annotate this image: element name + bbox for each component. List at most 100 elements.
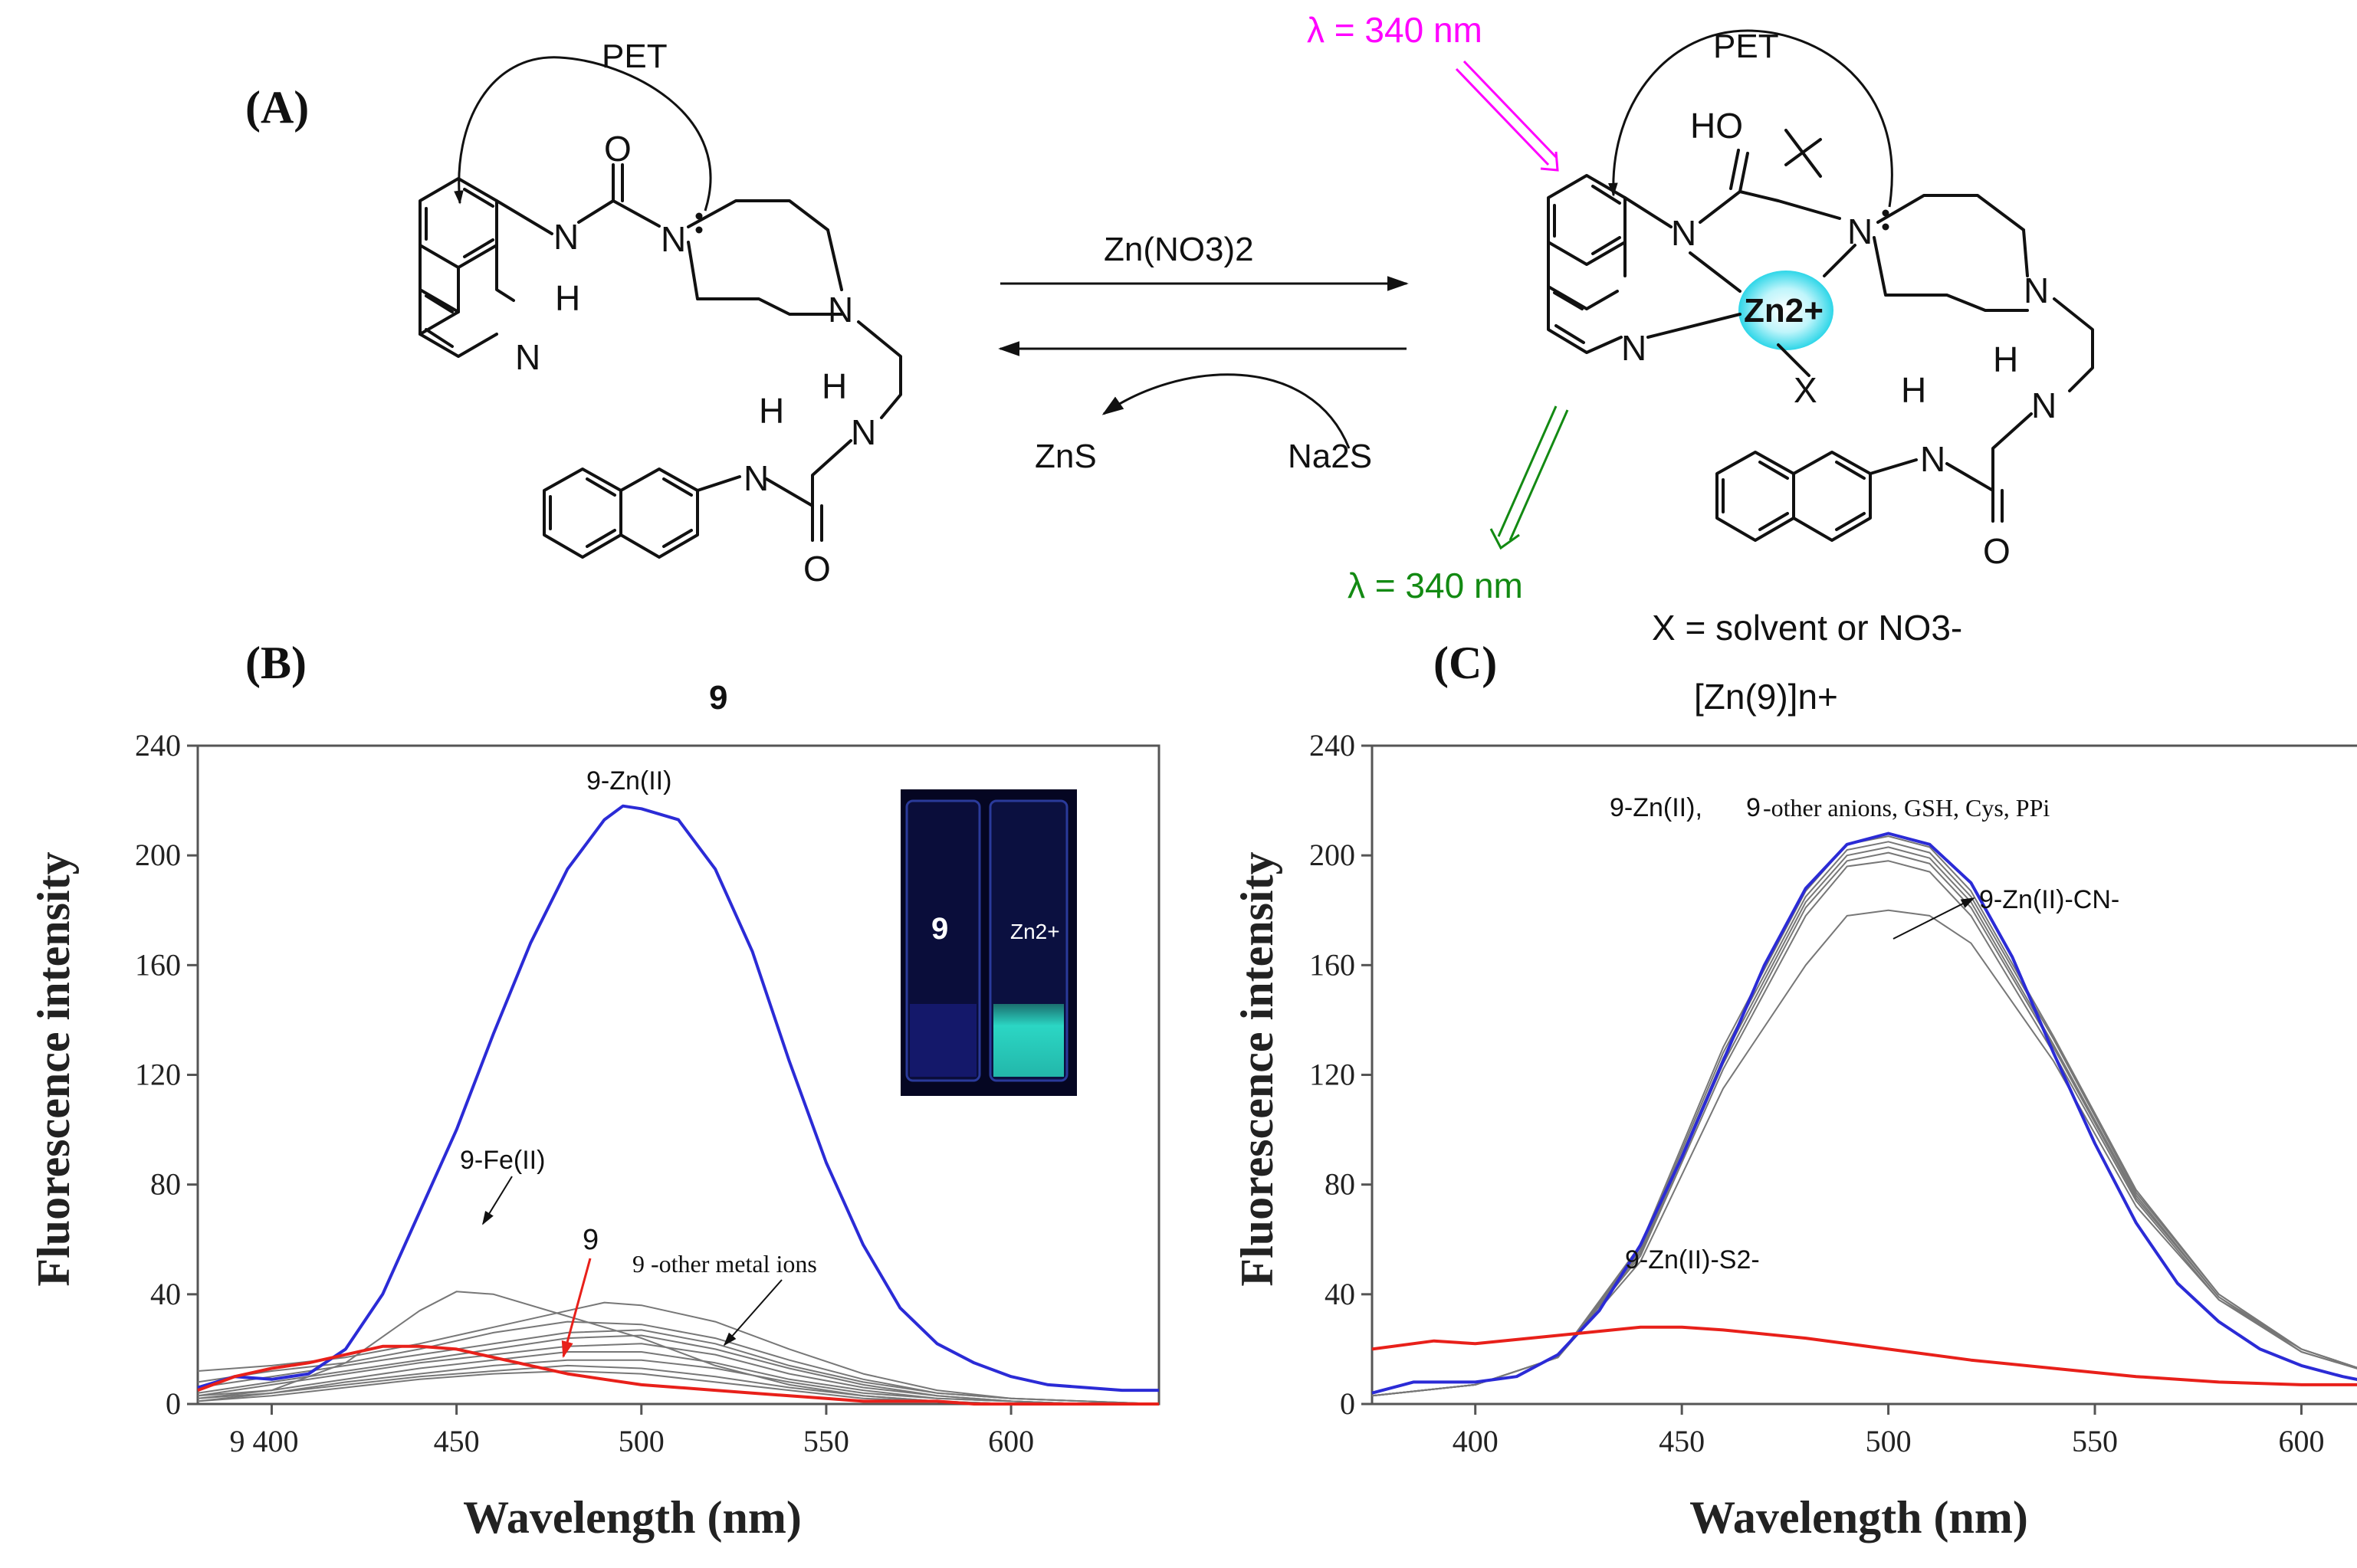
- c8-n-bond: [495, 199, 553, 235]
- chart-c-xlabel: Wavelength (nm): [1689, 1492, 2028, 1543]
- series-line-other-1: [197, 1301, 1160, 1405]
- chart-c: (C) 0 40 80 120 160 200 240 400 450 500 550 600 Wav…: [1232, 638, 2357, 1543]
- glycine-ch2: [811, 439, 852, 507]
- reagent-forward: Zn(NO3)2: [1104, 231, 1254, 268]
- complex-quinoline-n: N: [1621, 328, 1646, 368]
- chart-b-fe-arrow: [482, 1176, 513, 1225]
- y-tick-label: 160: [135, 947, 181, 982]
- chart-b-annot-zn: 9-Zn(II): [586, 766, 671, 795]
- complex-amide-n: N: [1671, 213, 1696, 253]
- chart-c-annot-zn: 9-Zn(II),: [1610, 793, 1702, 822]
- x-tick-label: 550: [2072, 1424, 2118, 1458]
- x-tick-label: 450: [1659, 1424, 1705, 1458]
- quinoline-pyridine-double: [425, 294, 454, 348]
- x-tick-label: 600: [2278, 1424, 2324, 1458]
- chart-b-annot-9: 9: [583, 1224, 599, 1256]
- chart-c-annot-s: 9-Zn(II)-S2-: [1625, 1245, 1760, 1274]
- complex-amine-n: N: [2031, 385, 2057, 425]
- pet-label-left: PET: [602, 38, 668, 75]
- equilibrium-arrows: Zn(NO3)2 ZnS Na2S: [998, 231, 1409, 475]
- y-tick-label: 160: [1309, 947, 1355, 982]
- chart-c-axes: 0 40 80 120 160 200 240 400 450 500 550 600: [1309, 728, 2357, 1458]
- complex-c8-n-bond: [1623, 196, 1673, 228]
- series-line-anion-5: [1371, 835, 2357, 1397]
- series-line-anion-1: [1371, 860, 2357, 1397]
- complex-naphthalene-right: [1792, 451, 1872, 542]
- ethylene-linker: [857, 320, 902, 419]
- complex-pyridine-double: [1554, 324, 1585, 344]
- chart-c-annot-cn: 9-Zn(II)-CN-: [1979, 885, 2119, 914]
- x-tick-label: 600: [988, 1424, 1034, 1458]
- x-tick-label: 9 400: [229, 1424, 298, 1458]
- chart-c-series: [1371, 832, 2357, 1397]
- series-line-anion-2: [1371, 851, 2357, 1397]
- chart-c-cn-arrow: [1892, 897, 1975, 940]
- complex-lone-pair: [1882, 209, 1889, 217]
- chart-b-other-arrow: [723, 1279, 783, 1347]
- chart-b: (B) 0 40 80 120 160 200 240 9 400 450 500 550 600 W…: [28, 638, 1160, 1543]
- amine-h-atom: H: [822, 366, 847, 406]
- second-carbonyl-o-atom: O: [803, 549, 831, 589]
- zinc-halo: [1738, 271, 1833, 350]
- y-tick-label: 240: [1309, 728, 1355, 763]
- piperazine-n4-atom: N: [828, 290, 853, 330]
- chart-c-ylabel: Fluorescence intensity: [1232, 851, 1282, 1286]
- zinc-complex-structure: λ = 340 nm N N HO Zn2+ X N N: [1307, 10, 2094, 717]
- excitation-label: λ = 340 nm: [1307, 10, 1482, 50]
- amide-n-atom: N: [553, 217, 579, 257]
- y-tick-label: 40: [150, 1277, 181, 1311]
- y-tick-label: 200: [1309, 838, 1355, 872]
- complex-pyridine-outline: [1547, 285, 1623, 354]
- series-line-9-zn-ii-: [197, 804, 1159, 1393]
- y-tick-label: 120: [1309, 1058, 1355, 1092]
- reagent-reverse: Na2S: [1288, 438, 1372, 475]
- lone-pair-dot: [695, 226, 703, 234]
- compound-9-structure: N N H O N N N H O N H: [419, 38, 902, 717]
- x-tick-label: 500: [619, 1424, 665, 1458]
- naphthalene-ring-right: [619, 467, 699, 559]
- vial-right-fluorescence: [993, 1004, 1064, 1077]
- y-tick-label: 0: [1340, 1386, 1355, 1421]
- excitation-arrow: [1455, 60, 1558, 166]
- x-ligand-atom: X: [1794, 370, 1817, 410]
- x-definition: X = solvent or NO3-: [1652, 608, 1962, 648]
- complex-pyridine-bonds: [1547, 241, 1627, 310]
- compound-label: 9: [709, 679, 727, 717]
- series-line-9-zn-ii-cn-: [1371, 909, 2357, 1397]
- series-line-9: [197, 1344, 1159, 1406]
- complex-second-amide: [1945, 462, 2004, 523]
- chart-c-annot-9: 9: [1746, 793, 1761, 822]
- y-tick-label: 80: [1325, 1167, 1355, 1202]
- lone-pair-dot: [695, 212, 703, 220]
- chart-b-ylabel: Fluorescence intensity: [28, 851, 79, 1286]
- plot-frame: [1371, 744, 2357, 1406]
- piperazine-n1-atom: N: [661, 219, 686, 259]
- complex-piperazine-ring: [1873, 194, 2029, 312]
- second-amide-h-atom: H: [759, 391, 784, 431]
- panel-label-a: (A): [245, 82, 309, 133]
- series-line-other-2: [197, 1320, 1160, 1405]
- complex-ethylene-linker: [2053, 297, 2094, 392]
- naphthyl-n-bond: [696, 475, 741, 492]
- sulfide-curved-arrow: [1101, 373, 1351, 449]
- complex-naphthalene-left: [1715, 451, 1795, 542]
- quinoline-n-atom: N: [515, 337, 540, 377]
- vial-left-solution: [910, 1004, 977, 1077]
- piperazine-ring-bonds: [687, 199, 843, 316]
- x-tick-label: 550: [803, 1424, 849, 1458]
- chart-b-annot-other: 9 -other metal ions: [632, 1250, 817, 1278]
- panel-label-c: (C): [1433, 638, 1497, 688]
- series-line-other-3: [197, 1329, 1160, 1405]
- complex-glycine-ch2: [1991, 412, 2033, 492]
- complex-ho-atom: HO: [1690, 106, 1743, 146]
- emission-arrowhead: [1489, 528, 1520, 550]
- chart-b-series: [197, 804, 1160, 1406]
- emission-arrow: [1497, 405, 1569, 541]
- quinoline-benzo-double-bonds: [425, 188, 494, 258]
- complex-iminol-bonds: [1699, 149, 1841, 224]
- complex-naphthalene-double: [1722, 461, 1866, 531]
- pet-arrow-right: [1608, 29, 1893, 208]
- amine-n-atom: N: [851, 412, 876, 452]
- naphthalene-ring-left: [543, 467, 622, 559]
- x-tick-label: 450: [434, 1424, 480, 1458]
